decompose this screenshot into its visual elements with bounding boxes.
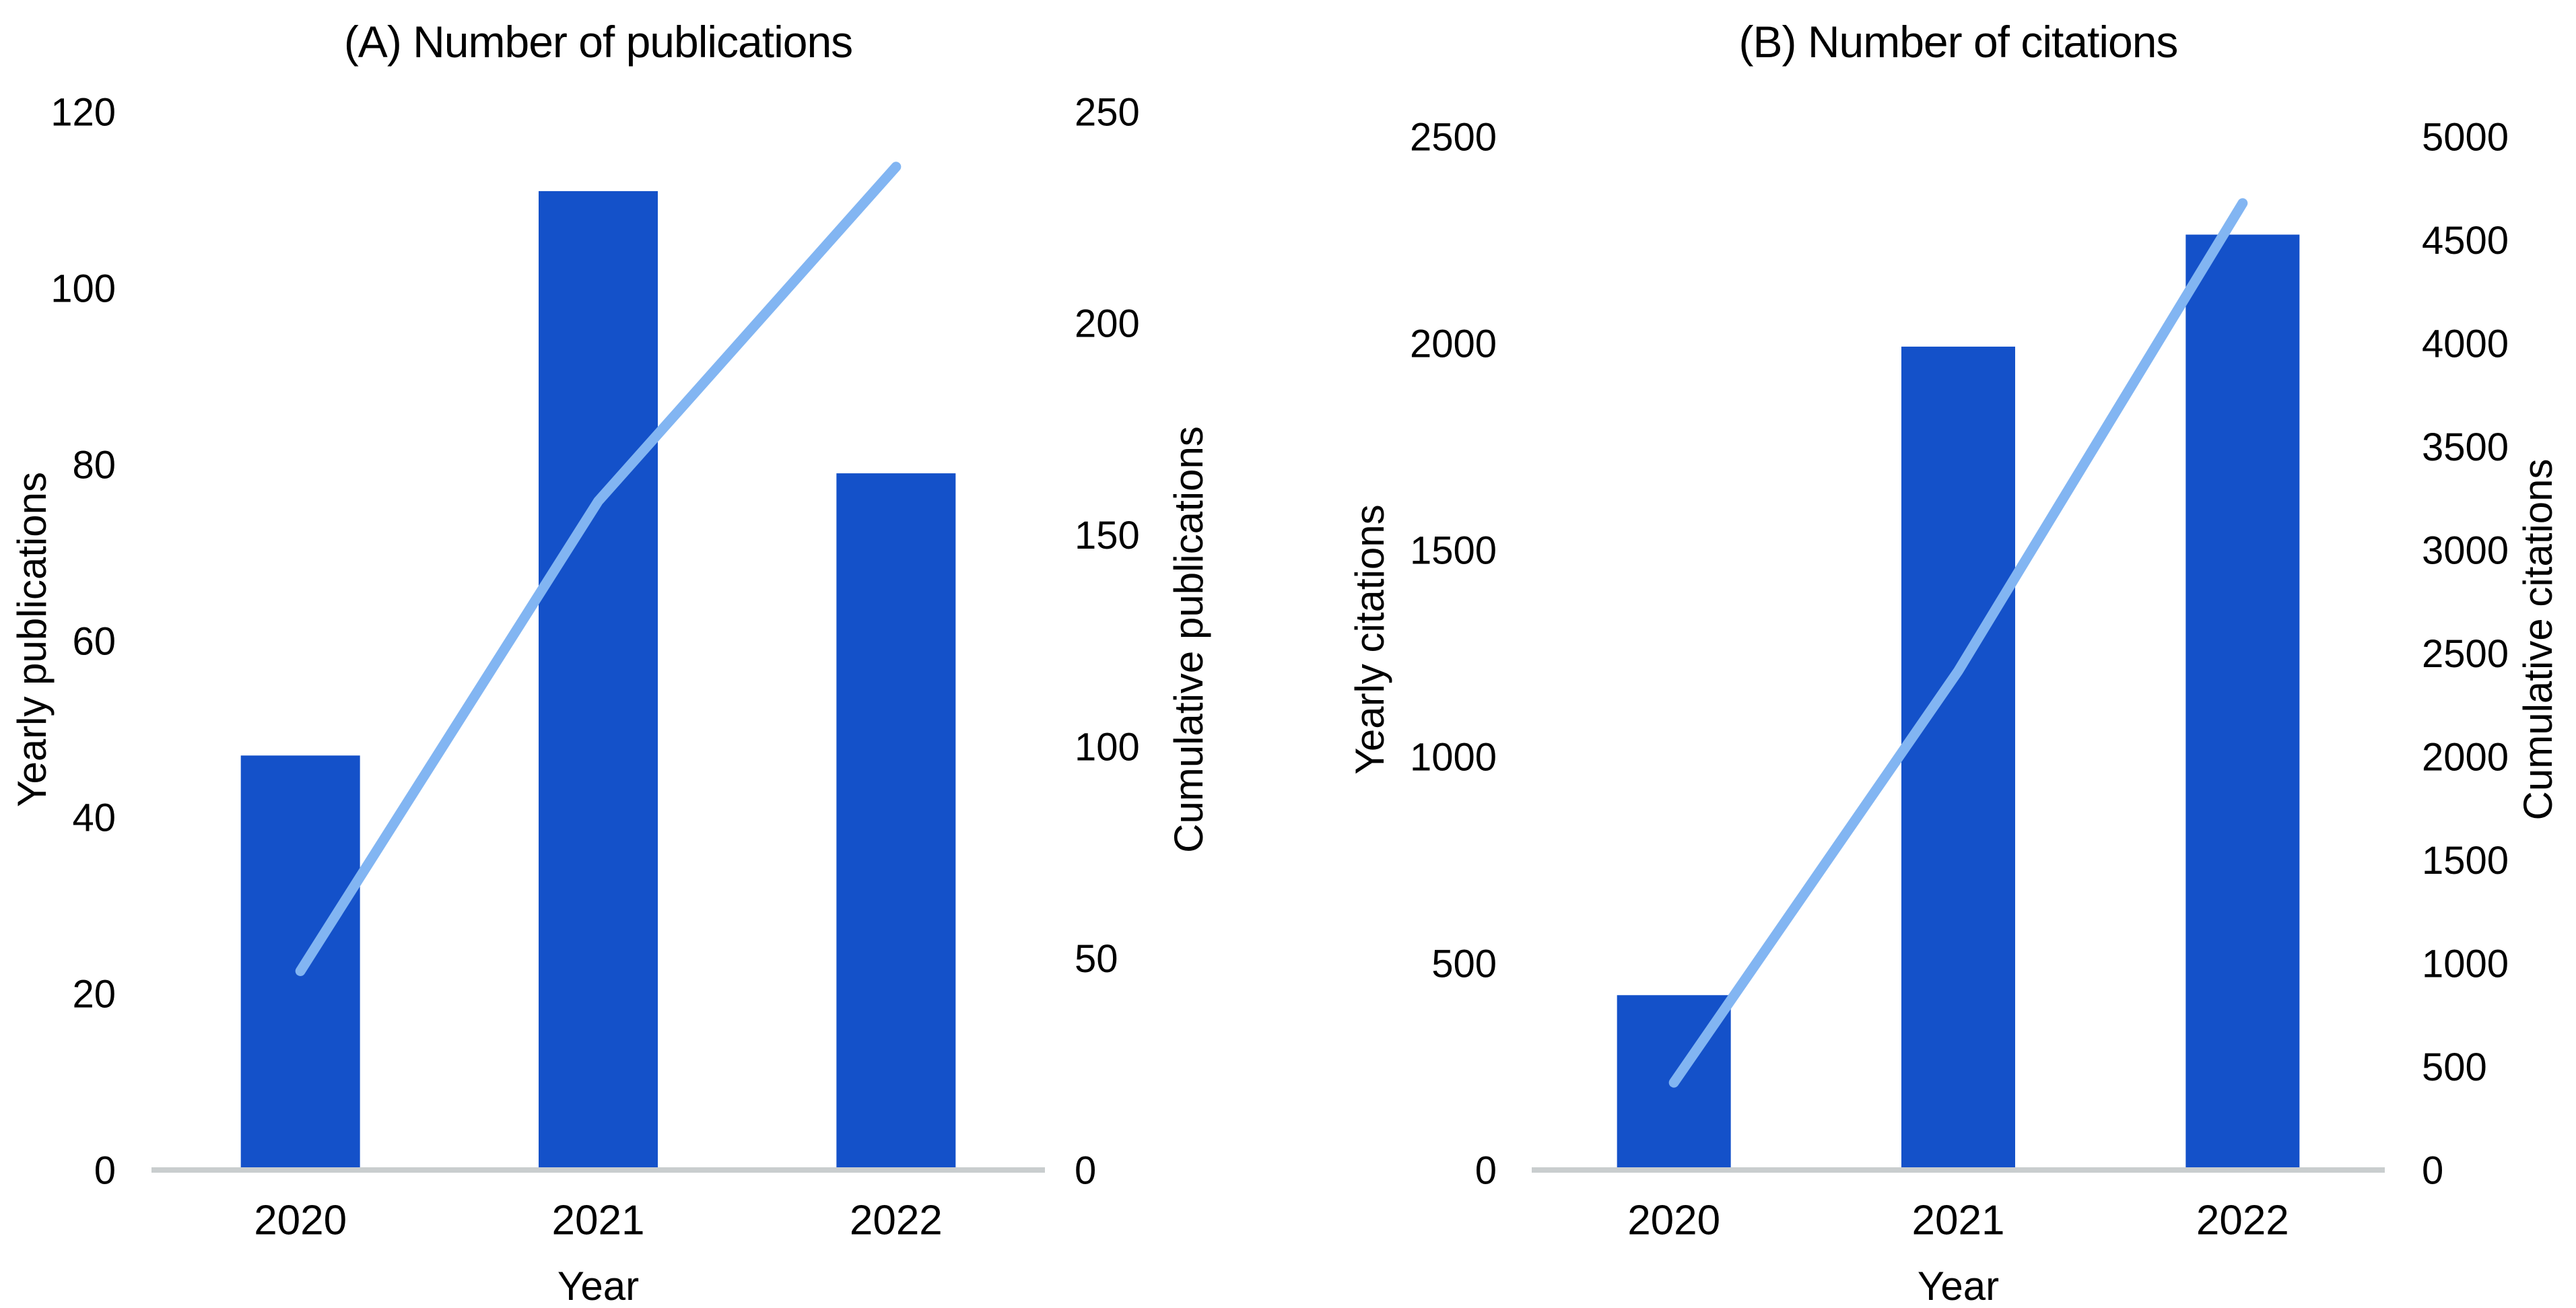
bar-2021 bbox=[1901, 346, 2015, 1170]
right-axis-tick-2500: 2500 bbox=[2422, 632, 2509, 676]
right-axis-tick-0: 0 bbox=[2422, 1148, 2443, 1192]
right-axis-tick-4500: 4500 bbox=[2422, 219, 2509, 263]
left-axis-tick-1000: 1000 bbox=[1410, 735, 1497, 779]
right-axis-tick-3500: 3500 bbox=[2422, 425, 2509, 469]
x-axis-tick-2022: 2022 bbox=[850, 1198, 943, 1244]
left-axis-tick-80: 80 bbox=[72, 443, 116, 487]
left-axis-tick-0: 0 bbox=[1475, 1148, 1497, 1192]
bar-2021 bbox=[539, 191, 658, 1170]
left-axis-tick-500: 500 bbox=[1431, 942, 1497, 986]
right-axis-tick-2000: 2000 bbox=[2422, 735, 2509, 779]
x-axis-tick-2020: 2020 bbox=[254, 1198, 347, 1244]
citations-chart: (B) Number of citations Yearly citations… bbox=[1288, 0, 2576, 1308]
right-axis-tick-4000: 4000 bbox=[2422, 322, 2509, 366]
right-axis-tick-100: 100 bbox=[1075, 726, 1140, 769]
right-axis-tick-3000: 3000 bbox=[2422, 528, 2509, 572]
publications-chart-title: (A) Number of publications bbox=[343, 17, 853, 67]
left-axis-tick-120: 120 bbox=[50, 90, 116, 134]
publications-chart: (A) Number of publications Yearly public… bbox=[9, 17, 1211, 1308]
citations-chart-title: (B) Number of citations bbox=[1738, 17, 2179, 67]
publications-plot-area: 0 20 40 60 80 100 120 0 50 100 150 200 250 2020 2021 20… bbox=[50, 90, 1140, 1244]
right-axis-tick-500: 500 bbox=[2422, 1045, 2487, 1089]
right-axis-tick-1000: 1000 bbox=[2422, 942, 2509, 986]
publications-x-axis-label: Year bbox=[557, 1264, 640, 1308]
left-axis-tick-0: 0 bbox=[94, 1148, 116, 1192]
right-axis-tick-250: 250 bbox=[1075, 90, 1140, 134]
right-axis-tick-1500: 1500 bbox=[2422, 839, 2509, 883]
bar-2022 bbox=[2185, 234, 2300, 1170]
citations-plot-area: 0 500 1000 1500 2000 2500 0 500 1000 1500 2000 2500… bbox=[1410, 115, 2509, 1244]
x-axis-tick-2021: 2021 bbox=[552, 1198, 645, 1244]
cumulative-line bbox=[1668, 198, 2248, 1088]
left-axis-tick-20: 20 bbox=[72, 972, 116, 1016]
left-axis-tick-2500: 2500 bbox=[1410, 115, 1497, 159]
right-axis-tick-50: 50 bbox=[1075, 937, 1118, 981]
right-axis-tick-5000: 5000 bbox=[2422, 115, 2509, 159]
left-axis-tick-60: 60 bbox=[72, 619, 116, 663]
left-axis-tick-1500: 1500 bbox=[1410, 528, 1497, 572]
cumulative-line bbox=[295, 162, 902, 976]
right-axis-tick-150: 150 bbox=[1075, 514, 1140, 557]
right-axis-tick-200: 200 bbox=[1075, 302, 1140, 346]
x-axis-tick-2022: 2022 bbox=[2196, 1198, 2289, 1244]
citations-x-axis-label: Year bbox=[1917, 1264, 2000, 1308]
left-axis-tick-2000: 2000 bbox=[1410, 322, 1497, 366]
right-axis-tick-0: 0 bbox=[1075, 1148, 1096, 1192]
bar-2022 bbox=[836, 473, 956, 1170]
x-axis-tick-2020: 2020 bbox=[1627, 1198, 1720, 1244]
left-axis-tick-100: 100 bbox=[50, 267, 116, 310]
left-axis-tick-40: 40 bbox=[72, 796, 116, 839]
x-axis-tick-2021: 2021 bbox=[1912, 1198, 2005, 1244]
